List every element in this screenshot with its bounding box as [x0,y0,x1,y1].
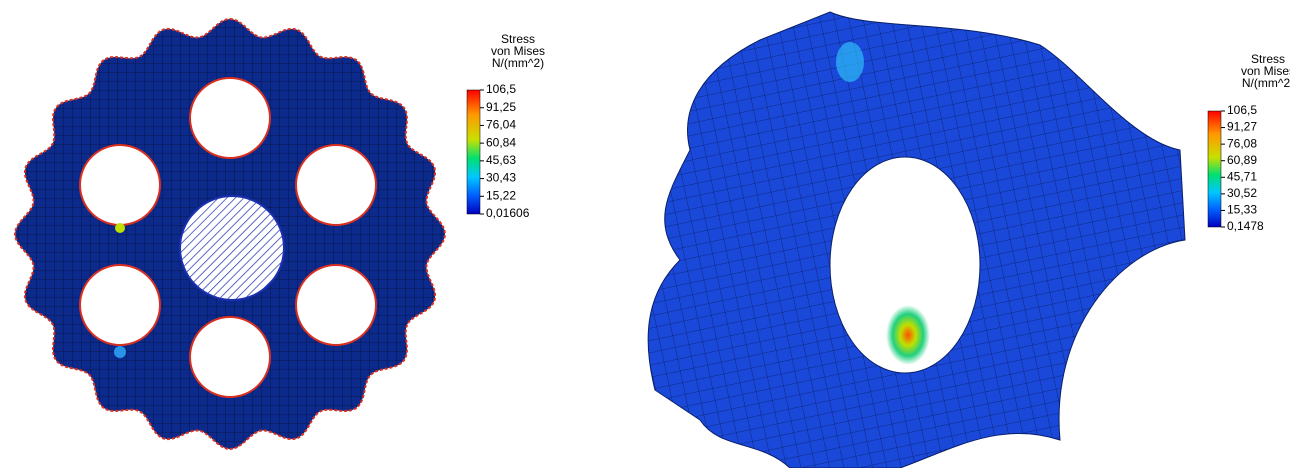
hole [296,265,376,345]
legend-label: 15,22 [486,188,516,202]
hotspot [114,346,126,358]
left-model [15,19,445,449]
right-model [648,12,1185,468]
hole [80,265,160,345]
legend-label: 76,08 [1227,136,1257,150]
legend-label: 15,33 [1227,203,1257,217]
legend-label: 30,52 [1227,186,1257,200]
legend-label: 0,01606 [486,206,530,220]
color-bar [1208,111,1221,227]
hole [296,145,376,225]
hotspot [115,223,125,233]
legend-label: 106,5 [486,82,516,96]
hole [190,317,270,397]
hotspot [886,305,930,365]
hotspot [836,42,864,82]
legend-label: 0,1478 [1227,219,1264,233]
legend-label: 45,63 [486,153,516,167]
center-hole [180,196,284,300]
legend-title: N/(mm^2) [1242,76,1290,90]
legend-title: N/(mm^2) [492,56,544,70]
fea-screenshot: Stressvon MisesN/(mm^2)106,591,2576,0460… [0,0,1290,468]
hole [80,145,160,225]
legend-label: 60,89 [1227,153,1257,167]
legend-label: 106,5 [1227,103,1257,117]
legend-label: 91,25 [486,100,516,114]
legend-label: 60,84 [486,135,516,149]
legend-label: 91,27 [1227,120,1257,134]
legend-label: 45,71 [1227,169,1257,183]
legend-label: 30,43 [486,171,516,185]
hole [190,78,270,158]
color-bar [467,90,480,214]
legend-label: 76,04 [486,118,516,132]
